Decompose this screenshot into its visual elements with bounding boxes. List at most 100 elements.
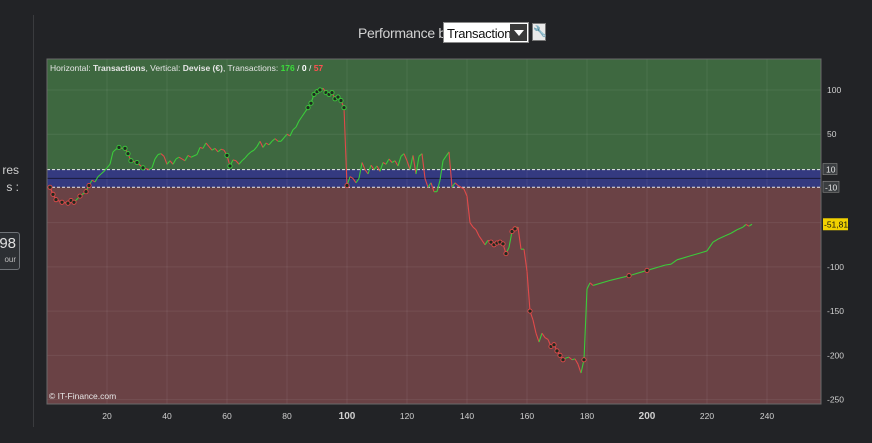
trade-marker — [116, 144, 122, 151]
left-value-box[interactable]: 98 our — [0, 232, 20, 270]
grid-lines — [47, 59, 821, 404]
series-segment — [100, 170, 105, 175]
series-segment — [271, 138, 276, 142]
series-segment — [628, 269, 648, 277]
trade-marker — [341, 105, 347, 111]
series-segment — [103, 167, 108, 172]
trade-marker — [500, 241, 506, 247]
y-tick-label: -200 — [827, 350, 844, 360]
trade-marker — [335, 94, 341, 100]
trade-marker — [512, 226, 518, 232]
series-segment — [367, 164, 372, 175]
series-segment — [466, 196, 471, 223]
last-value-badge: -51,81 — [823, 218, 848, 231]
series-segment — [664, 263, 672, 266]
count-loss: 57 — [314, 63, 324, 73]
series-segment — [256, 140, 261, 147]
series-segment — [163, 156, 168, 165]
series-segment — [262, 142, 267, 148]
series-segment — [574, 358, 579, 365]
series-segment — [412, 155, 417, 175]
series-segment — [280, 137, 285, 142]
trade-marker — [338, 98, 344, 104]
info-mid: , Vertical: — [145, 63, 182, 73]
series-segment — [265, 142, 270, 146]
y-tick-label: -150 — [827, 306, 844, 316]
trade-marker — [317, 87, 323, 93]
left-panel-fragment: res s : 98 our — [0, 0, 33, 443]
series-segment — [544, 337, 549, 340]
trade-marker — [53, 197, 59, 203]
left-box-value: 98 — [0, 235, 16, 252]
series-segment — [451, 182, 456, 188]
series-segment — [541, 332, 546, 338]
left-fragment-text-bottom: s : — [6, 180, 19, 194]
series-segment — [469, 222, 474, 228]
series-segment — [178, 156, 183, 160]
count-win: 176 — [281, 63, 295, 73]
x-tick-label: 120 — [400, 411, 414, 421]
mode-select-value: Transactions — [447, 26, 518, 41]
trade-marker — [77, 193, 83, 199]
trade-marker — [134, 159, 140, 166]
series-segment — [292, 126, 297, 131]
series-segment — [742, 224, 747, 228]
series-segment — [247, 151, 252, 155]
series-segment — [298, 116, 303, 122]
series-segment — [205, 142, 210, 147]
series-segment — [538, 333, 543, 343]
series-segment — [748, 223, 753, 227]
info-mid2: , Transactions: — [223, 63, 281, 73]
series-segment — [382, 162, 387, 165]
trade-marker — [344, 182, 350, 189]
series-segment — [463, 188, 468, 197]
trade-marker — [581, 357, 587, 363]
series-segment — [151, 158, 156, 168]
x-tick-label: 60 — [222, 411, 232, 421]
series-segment — [421, 153, 426, 179]
threshold-neg-label: -10 — [825, 182, 838, 192]
x-tick-label: 200 — [639, 411, 656, 422]
series-segment — [526, 271, 531, 312]
series-segment — [358, 162, 363, 179]
series-segment — [586, 282, 591, 290]
series-segment — [481, 240, 486, 246]
series-segment — [361, 162, 366, 170]
series-segment — [478, 235, 483, 241]
y-tick-label: 50 — [827, 129, 837, 139]
series-segment — [730, 229, 738, 234]
x-tick-label: 40 — [162, 411, 172, 421]
series-segment — [259, 141, 264, 148]
count-sep-1: / — [295, 63, 302, 73]
series-segment — [376, 165, 381, 172]
series-segment — [289, 129, 294, 137]
count-sep-2: / — [307, 63, 314, 73]
series-segment — [373, 165, 378, 170]
series-segment — [190, 154, 198, 158]
mode-select[interactable]: Transactions — [443, 22, 529, 43]
count-zero: 0 — [302, 63, 307, 73]
series-segment — [109, 151, 114, 165]
trade-marker — [308, 100, 314, 106]
y-tick-label: -100 — [827, 262, 844, 272]
chart-title: Performance brute — [358, 25, 469, 41]
series-segment — [349, 176, 354, 179]
watermark: © IT-Finance.com — [49, 391, 116, 401]
wrench-icon[interactable]: 🔧 — [532, 23, 547, 41]
trade-marker — [140, 165, 146, 171]
series-segment — [232, 159, 237, 162]
series-segment — [154, 154, 159, 160]
trade-marker — [86, 182, 92, 189]
series-segment — [706, 241, 714, 252]
series-segment — [166, 160, 171, 165]
series-segment — [457, 185, 462, 188]
chevron-down-icon[interactable] — [510, 24, 527, 41]
x-tick-label: 20 — [102, 411, 112, 421]
series-segment — [736, 226, 744, 231]
series-segment — [448, 151, 453, 188]
series-segment — [583, 288, 588, 360]
series-segment — [184, 155, 189, 162]
series-segment — [295, 120, 300, 128]
profit-zone — [47, 59, 821, 170]
series-segment — [424, 178, 429, 188]
